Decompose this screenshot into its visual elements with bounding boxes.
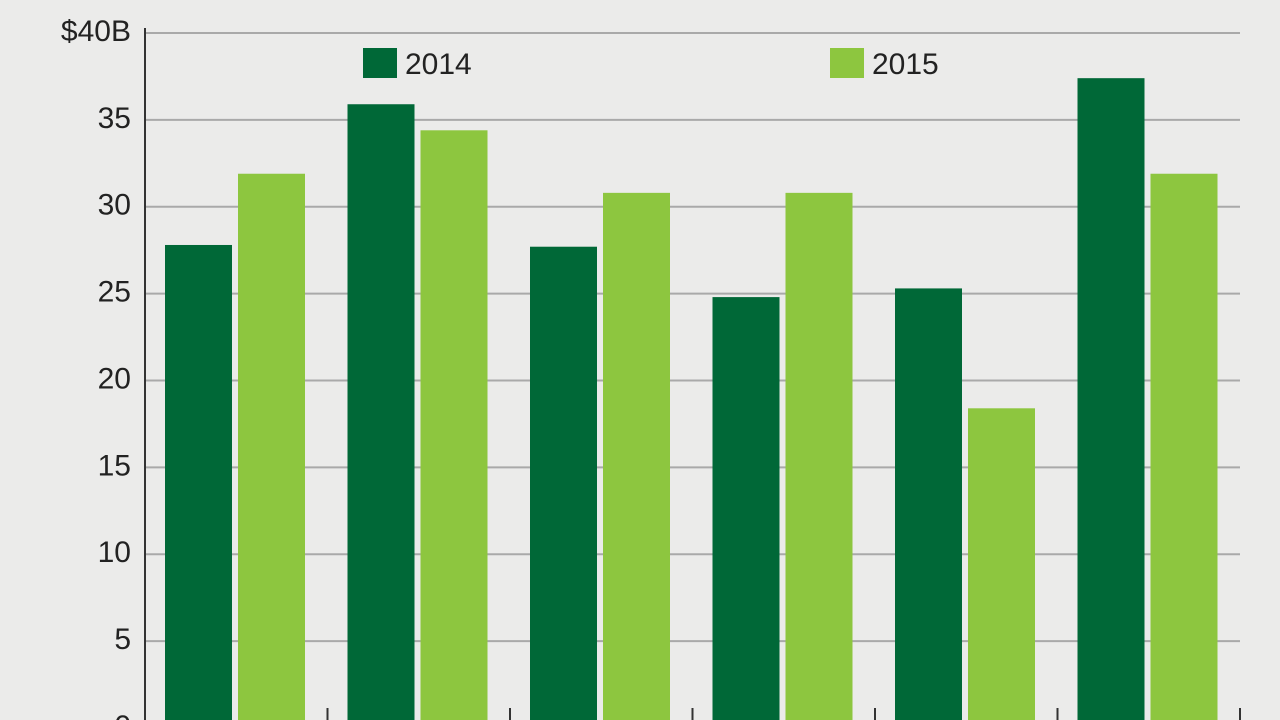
y-tick-label: 0 — [114, 710, 131, 720]
y-tick-label: 30 — [98, 189, 131, 222]
bar — [1150, 173, 1218, 720]
bar — [420, 130, 488, 720]
bar — [165, 244, 232, 720]
legend-swatch — [830, 48, 864, 78]
y-tick-label: 20 — [98, 362, 131, 395]
bar — [712, 297, 780, 720]
bar — [347, 104, 415, 720]
bar — [530, 246, 597, 720]
y-tick-label: 15 — [98, 449, 131, 482]
legend-label: 2014 — [405, 48, 472, 81]
y-tick-label: 25 — [98, 276, 131, 309]
bar — [238, 173, 305, 720]
legend-swatch — [363, 48, 397, 78]
bar — [968, 408, 1035, 720]
bar — [785, 192, 853, 720]
bar — [1077, 78, 1145, 720]
y-tick-label: 10 — [98, 536, 131, 569]
y-tick-label: 5 — [114, 623, 131, 656]
bar — [895, 288, 962, 720]
y-tick-label: 35 — [98, 102, 131, 135]
y-tick-label: $40B — [61, 15, 131, 48]
legend-label: 2015 — [872, 48, 939, 81]
bar — [603, 192, 670, 720]
